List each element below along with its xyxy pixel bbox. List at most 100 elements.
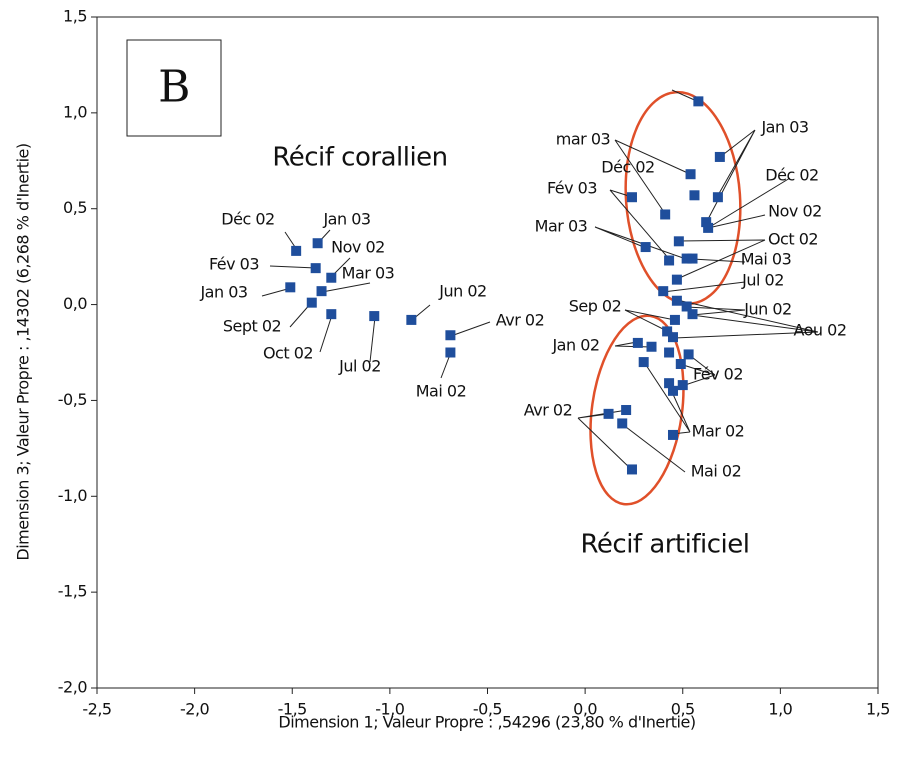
x-tick-label: 0,0 bbox=[573, 700, 597, 719]
leader-lines bbox=[261, 89, 819, 473]
y-axis-label: Dimension 3; Valeur Propre : ,14302 (6,2… bbox=[14, 143, 33, 560]
x-tick-label: -1,5 bbox=[278, 700, 307, 719]
point bbox=[291, 245, 302, 256]
point-label: Déc 02 bbox=[221, 210, 274, 229]
point bbox=[603, 408, 614, 419]
point bbox=[660, 209, 671, 220]
point-label: Aou 02 bbox=[793, 321, 846, 340]
point-label: Avr 02 bbox=[524, 401, 573, 420]
group-ellipse bbox=[624, 90, 742, 306]
point-label: Nov 02 bbox=[331, 238, 385, 257]
point bbox=[310, 263, 321, 274]
point-label: Oct 02 bbox=[768, 230, 818, 249]
y-tick-label: -1,0 bbox=[58, 486, 88, 505]
point-label: Sep 02 bbox=[569, 297, 622, 316]
point bbox=[689, 190, 700, 201]
point-label: mar 03 bbox=[556, 130, 610, 149]
point bbox=[701, 217, 712, 228]
x-tick-label: 0,5 bbox=[671, 700, 695, 719]
x-tick-label: 1,5 bbox=[866, 700, 890, 719]
point bbox=[445, 347, 456, 358]
point-label: Nov 02 bbox=[768, 202, 822, 221]
point-label: Fév 03 bbox=[547, 179, 597, 198]
point bbox=[626, 192, 637, 203]
point bbox=[685, 169, 696, 180]
panel-label: B bbox=[158, 62, 190, 113]
point-label: Mar 03 bbox=[342, 264, 395, 283]
point bbox=[681, 253, 692, 264]
point bbox=[671, 295, 682, 306]
point bbox=[632, 337, 643, 348]
point bbox=[687, 253, 698, 264]
point-label: Mai 03 bbox=[741, 250, 792, 269]
point-label: Mar 02 bbox=[692, 422, 745, 441]
point bbox=[714, 151, 725, 162]
point-label: Avr 02 bbox=[496, 311, 545, 330]
point bbox=[640, 242, 651, 253]
point bbox=[664, 347, 675, 358]
point-label: Jul 02 bbox=[741, 271, 784, 290]
point-label: Jul 02 bbox=[338, 357, 381, 376]
x-tick-label: -0,5 bbox=[473, 700, 502, 719]
point-label: Fév 03 bbox=[209, 255, 259, 274]
point bbox=[445, 330, 456, 341]
point-label: Jun 02 bbox=[743, 300, 791, 319]
x-tick-label: 1,0 bbox=[768, 700, 792, 719]
point bbox=[626, 464, 637, 475]
point bbox=[664, 378, 675, 389]
point bbox=[316, 286, 327, 297]
point-label: Jan 03 bbox=[199, 283, 247, 302]
region-label: Récif artificiel bbox=[581, 530, 750, 560]
point bbox=[703, 222, 714, 233]
point bbox=[687, 309, 698, 320]
point-label: Jan 03 bbox=[322, 210, 370, 229]
point bbox=[638, 357, 649, 368]
point bbox=[664, 255, 675, 266]
point bbox=[646, 341, 657, 352]
point bbox=[617, 418, 628, 429]
point-label: Mar 03 bbox=[535, 217, 588, 236]
point bbox=[675, 359, 686, 370]
point bbox=[673, 236, 684, 247]
point bbox=[285, 282, 296, 293]
y-tick-label: -2,0 bbox=[58, 678, 88, 697]
point bbox=[683, 349, 694, 360]
y-tick-label: 1,0 bbox=[63, 102, 87, 121]
y-tick-label: 0,0 bbox=[63, 294, 87, 313]
region-label: Récif corallien bbox=[272, 143, 447, 173]
point bbox=[306, 297, 317, 308]
x-tick-label: -2,5 bbox=[82, 700, 111, 719]
point bbox=[621, 405, 632, 416]
point-label: Jun 02 bbox=[438, 282, 486, 301]
point bbox=[326, 272, 337, 283]
y-tick-label: 0,5 bbox=[63, 198, 87, 217]
x-tick-label: -2,0 bbox=[180, 700, 210, 719]
point-label: Oct 02 bbox=[263, 344, 313, 363]
point bbox=[658, 286, 669, 297]
y-tick-label: -1,5 bbox=[58, 582, 87, 601]
point bbox=[667, 332, 678, 343]
point bbox=[662, 326, 673, 337]
point bbox=[667, 385, 678, 396]
point-label: Sept 02 bbox=[223, 317, 281, 336]
point-label: Jan 02 bbox=[551, 336, 599, 355]
point bbox=[677, 380, 688, 391]
point-label: Déc 02 bbox=[765, 166, 818, 185]
point-label: Fév 02 bbox=[693, 365, 743, 384]
point bbox=[312, 238, 323, 249]
point bbox=[712, 192, 723, 203]
point bbox=[667, 429, 678, 440]
point-label: Jan 03 bbox=[760, 118, 808, 137]
point-label: Déc 02 bbox=[601, 158, 654, 177]
point-label: Mai 02 bbox=[691, 462, 742, 481]
point bbox=[406, 314, 417, 325]
x-axis-label: Dimension 1; Valeur Propre : ,54296 (23,… bbox=[278, 713, 695, 732]
point-label: Mai 02 bbox=[416, 382, 467, 401]
x-tick-label: -1,0 bbox=[375, 700, 405, 719]
point bbox=[671, 274, 682, 285]
point bbox=[693, 96, 704, 107]
point bbox=[681, 301, 692, 312]
point bbox=[326, 309, 337, 320]
point bbox=[369, 311, 380, 322]
